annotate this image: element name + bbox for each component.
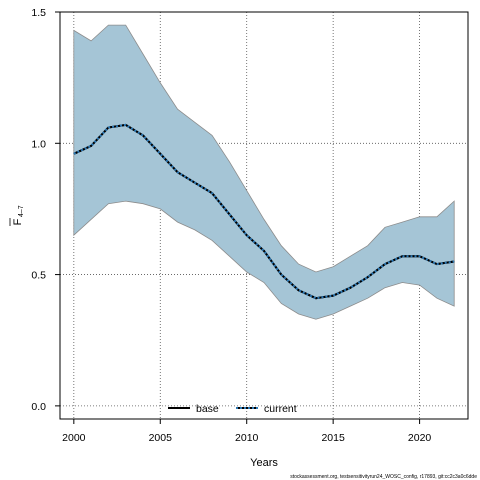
y-axis-title: F 4–7 (9, 205, 25, 226)
footer-source-text: stockassessment.org, testsensitivityrun2… (290, 474, 477, 480)
x-tick-label: 2005 (149, 432, 173, 444)
x-tick-label: 2015 (321, 432, 345, 444)
y-tick-label: 0.0 (31, 401, 46, 413)
confidence-band (73, 24, 455, 320)
legend: base current (168, 403, 297, 415)
series-line-current (73, 123, 455, 300)
y-axis: 0.0 0.5 1.0 1.5 (31, 7, 60, 413)
y-axis-title-main: F (12, 218, 24, 225)
x-tick-label: 2000 (62, 432, 86, 444)
x-tick-label: 2020 (408, 432, 432, 444)
x-axis-title: Years (250, 457, 278, 469)
y-tick-label: 0.5 (31, 270, 46, 282)
y-tick-label: 1.5 (31, 7, 46, 19)
y-axis-title-subscript: 4–7 (18, 205, 25, 217)
x-axis: 2000 2005 2010 2015 2020 (62, 419, 431, 444)
y-tick-label: 1.0 (31, 138, 46, 150)
legend-label-current: current (264, 403, 297, 415)
plot-frame (59, 11, 469, 420)
x-tick-label: 2010 (235, 432, 259, 444)
legend-label-base: base (196, 403, 219, 415)
